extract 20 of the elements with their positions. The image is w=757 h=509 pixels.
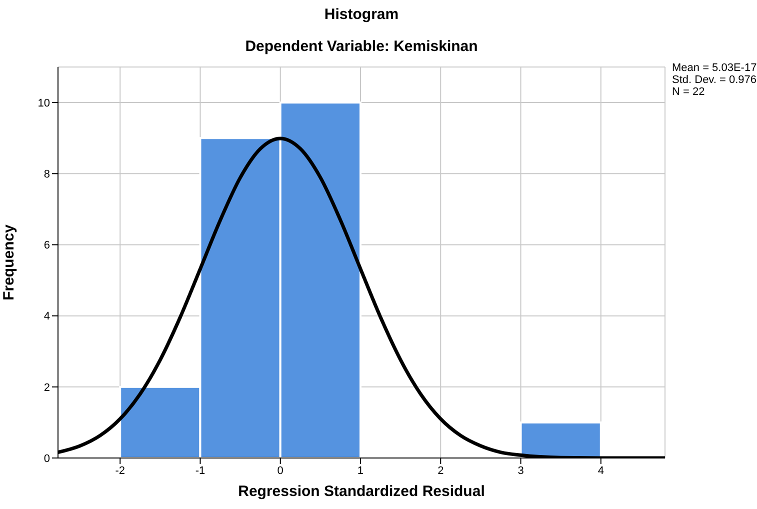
y-tick-label: 10 bbox=[38, 97, 50, 110]
chart-subtitle: Dependent Variable: Kemiskinan bbox=[244, 38, 479, 55]
x-tick-label: 4 bbox=[598, 464, 604, 477]
y-tick-label: 8 bbox=[44, 168, 50, 181]
text: Mean = 5.03E-17 bbox=[672, 62, 757, 74]
text: Std. Dev. = 0.976 bbox=[672, 74, 757, 86]
y-tick-label: 4 bbox=[44, 310, 50, 323]
y-tick-label: 2 bbox=[44, 382, 50, 394]
y-axis-title: Frequency bbox=[0, 224, 18, 300]
text: N = 22 bbox=[672, 86, 706, 98]
chart-title: Histogram bbox=[323, 6, 400, 23]
x-tick-label: -1 bbox=[195, 464, 206, 477]
y-tick-label: 6 bbox=[44, 240, 50, 252]
x-tick-label: 0 bbox=[277, 464, 284, 477]
x-axis-title: Regression Standardized Residual bbox=[237, 482, 486, 502]
x-tick-label: 2 bbox=[438, 464, 444, 477]
x-tick-label: -2 bbox=[115, 464, 125, 477]
x-tick-label: 1 bbox=[357, 464, 364, 477]
x-tick-label: 3 bbox=[518, 464, 524, 477]
y-tick-label: 0 bbox=[44, 452, 50, 465]
